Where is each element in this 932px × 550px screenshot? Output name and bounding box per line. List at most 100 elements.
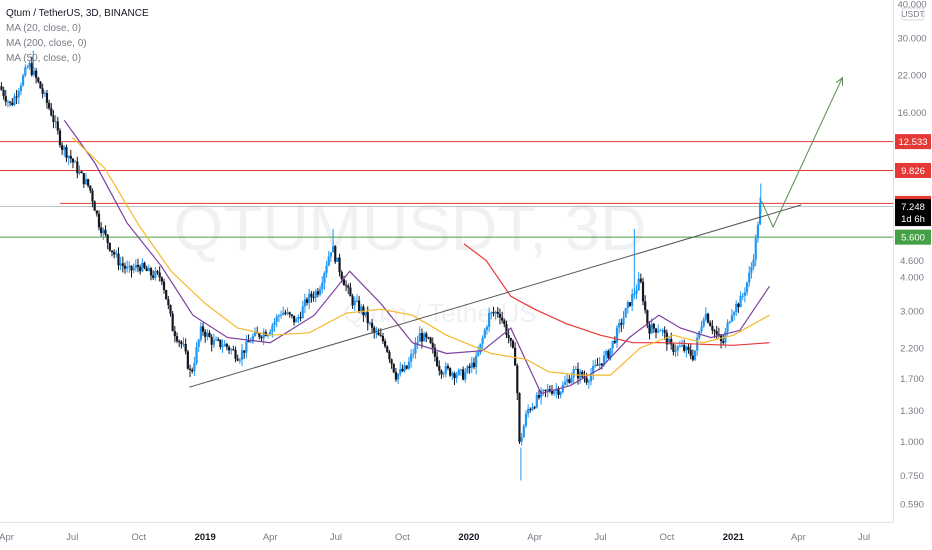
- candle-body-303: [657, 330, 660, 333]
- candle-body-205: [444, 366, 447, 374]
- candle-body-63: [136, 264, 140, 268]
- candle-body-51: [110, 250, 114, 253]
- candle-body-27: [58, 130, 62, 146]
- candle-body-40: [87, 179, 90, 186]
- candle-body-251: [544, 389, 547, 391]
- candle-body-111: [240, 350, 244, 360]
- candle-body-44: [95, 210, 98, 214]
- candle-body-83: [180, 341, 183, 345]
- moving-average-0: [63, 119, 770, 395]
- candle-body-343: [743, 292, 746, 296]
- candle-body-239: [518, 393, 521, 442]
- candle-body-64: [139, 267, 142, 272]
- candle-body-293: [635, 290, 638, 294]
- price-axis-background: [893, 0, 932, 550]
- candle-body-312: [676, 346, 679, 351]
- candle-body-94: [204, 331, 207, 337]
- legend-ma-20: MA (20, close, 0): [6, 23, 82, 34]
- candle-body-152: [329, 252, 333, 257]
- candle-body-153: [331, 246, 335, 253]
- candle-body-128: [277, 315, 280, 317]
- candle-body-85: [184, 343, 187, 352]
- candle-body-265: [574, 368, 577, 370]
- candle-body-208: [451, 373, 454, 376]
- candle-body-141: [305, 299, 309, 303]
- candle-body-65: [141, 262, 144, 272]
- candle-body-274: [594, 364, 597, 367]
- x-tick-label-11: 2021: [723, 532, 745, 543]
- candle-body-258: [559, 392, 562, 395]
- candle-body-28: [61, 145, 64, 150]
- price-tag-label-1: 9.826: [901, 166, 925, 177]
- y-tick-label-7: 2.200: [900, 343, 924, 354]
- candle-body-50: [108, 242, 111, 251]
- candle-body-185: [401, 368, 404, 372]
- price-tag-label-5: 1d 6h: [901, 214, 925, 225]
- candle-body-266: [576, 368, 580, 379]
- candle-body-331: [717, 334, 720, 336]
- candle-body-107: [232, 349, 235, 351]
- candle-body-336: [728, 321, 731, 323]
- candle-body-166: [360, 306, 363, 312]
- y-tick-label-4: 4.600: [900, 256, 924, 267]
- price-tag-1: [895, 162, 931, 178]
- candle-body-127: [275, 316, 278, 322]
- candle-body-284: [615, 327, 619, 343]
- candle-body-169: [366, 312, 369, 324]
- candle-body-146: [316, 291, 319, 295]
- candle-body-278: [602, 355, 606, 366]
- y-tick-label-6: 3.000: [900, 307, 924, 318]
- y-tick-label-0: 40.000: [897, 0, 926, 11]
- candle-body-142: [308, 293, 311, 303]
- candle-body-137: [297, 317, 300, 320]
- candle-body-226: [490, 312, 493, 314]
- candle-body-100: [217, 339, 220, 341]
- candle-body-66: [143, 262, 146, 268]
- candle-body-311: [674, 350, 677, 352]
- candle-body-261: [566, 379, 569, 383]
- candle-body-102: [221, 346, 224, 348]
- candle-body-42: [91, 190, 94, 202]
- price-tag-label-4: 7.248: [901, 202, 925, 213]
- candle-body-133: [288, 312, 291, 315]
- candle-body-172: [373, 327, 376, 333]
- price-tag-5: [895, 211, 931, 227]
- candle-body-242: [524, 413, 528, 426]
- candle-body-223: [483, 330, 486, 338]
- candle-body-318: [689, 349, 692, 356]
- candle-body-61: [132, 268, 135, 271]
- candle-body-26: [56, 121, 59, 131]
- candle-body-305: [661, 330, 664, 332]
- candle-body-210: [455, 374, 458, 379]
- candle-body-86: [186, 351, 189, 369]
- candle-body-72: [156, 271, 159, 273]
- candle-body-77: [167, 299, 170, 306]
- candle-body-98: [212, 340, 215, 345]
- candle-body-220: [477, 352, 480, 356]
- candle-body-194: [420, 333, 424, 342]
- candle-body-115: [249, 341, 252, 343]
- candle-body-231: [501, 317, 504, 321]
- candle-body-273: [592, 366, 595, 374]
- candle-body-306: [663, 330, 666, 333]
- candle-body-19: [41, 88, 44, 94]
- candle-body-237: [514, 347, 517, 366]
- candle-body-203: [440, 370, 443, 375]
- candle-body-247: [535, 395, 538, 408]
- candle-body-52: [113, 252, 116, 255]
- candle-body-259: [561, 384, 564, 393]
- x-tick-label-12: Apr: [791, 532, 806, 543]
- candle-body-69: [149, 268, 153, 276]
- candle-body-155: [336, 257, 339, 262]
- candle-body-282: [611, 340, 614, 349]
- candle-body-339: [735, 303, 738, 313]
- candle-body-233: [505, 324, 508, 336]
- candle-body-307: [665, 332, 668, 345]
- candle-body-89: [193, 363, 196, 372]
- candle-body-126: [273, 321, 276, 326]
- candle-body-335: [726, 322, 729, 332]
- candle-body-327: [709, 322, 712, 327]
- candle-body-74: [160, 277, 163, 282]
- candle-body-162: [351, 296, 354, 306]
